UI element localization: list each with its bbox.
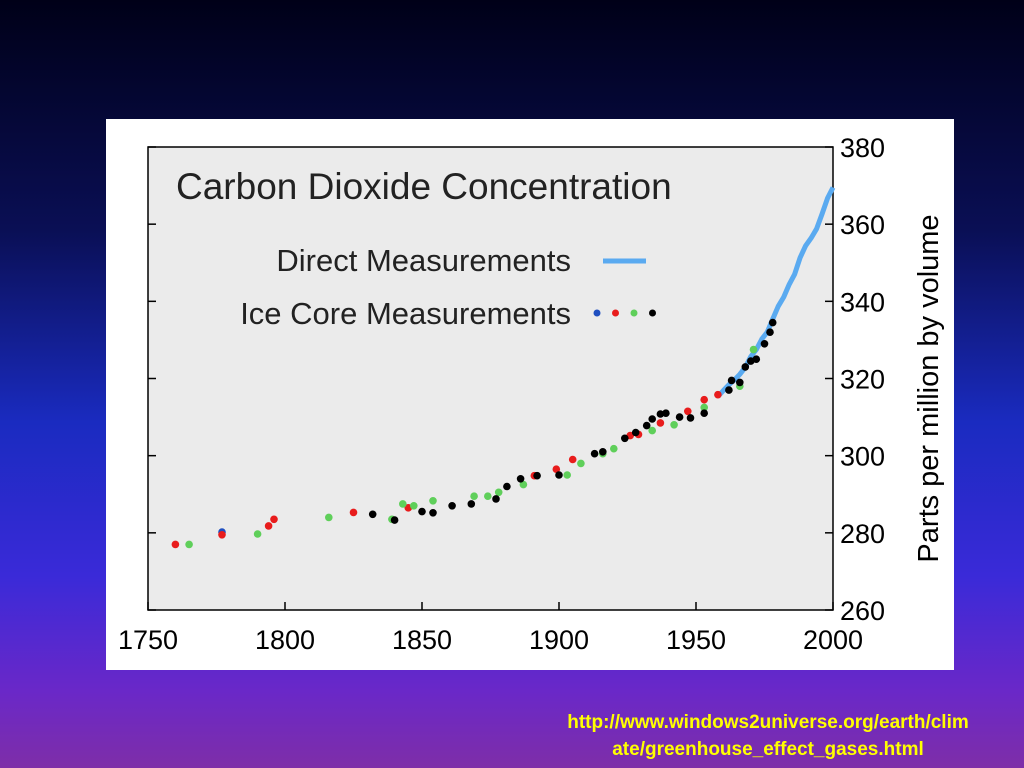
x-tick-label: 1900: [529, 625, 589, 655]
ice-core-point: [171, 540, 180, 549]
ice-core-point: [555, 471, 563, 479]
ice-core-point: [253, 530, 262, 538]
ice-core-point: [533, 471, 541, 480]
legend-swatch-icecore-dot: [612, 309, 619, 317]
ice-core-point: [714, 390, 722, 399]
ice-core-point: [470, 492, 478, 501]
y-tick-label: 380: [840, 133, 885, 163]
ice-core-point: [736, 378, 744, 387]
y-tick-label: 300: [840, 442, 885, 472]
ice-core-point: [519, 480, 528, 489]
ice-core-point: [552, 465, 561, 474]
ice-core-point: [642, 421, 651, 430]
ice-core-point: [670, 421, 678, 429]
ice-core-point: [648, 426, 656, 435]
source-url-line-1[interactable]: http://www.windows2universe.org/earth/cl…: [567, 712, 969, 733]
ice-core-point: [760, 340, 769, 348]
legend-label-direct: Direct Measurements: [276, 243, 571, 278]
x-tick-label: 1750: [118, 625, 178, 655]
ice-core-point: [610, 444, 618, 453]
ice-core-point: [599, 448, 607, 456]
ice-core-point: [270, 515, 278, 524]
ice-core-point: [563, 471, 571, 479]
ice-core-point: [568, 455, 577, 464]
x-tick-label: 1950: [666, 625, 726, 655]
direct-measurement-line: [716, 186, 836, 399]
y-tick-label: 360: [840, 210, 885, 240]
legend-swatch-icecore-dot: [593, 309, 601, 317]
ice-core-point: [494, 488, 503, 497]
ice-core-point: [349, 508, 358, 517]
legend-swatch-icecore-dot: [630, 309, 638, 317]
ice-core-point: [429, 497, 437, 505]
ice-core-point: [492, 495, 500, 503]
ice-core-point: [725, 386, 733, 394]
source-url-line-2[interactable]: ate/greenhouse_effect_gases.html: [612, 739, 924, 760]
ice-core-point: [429, 509, 437, 517]
ice-core-point: [686, 414, 695, 422]
x-tick-label: 2000: [803, 625, 863, 655]
x-tick-label: 1850: [392, 625, 452, 655]
ice-core-point: [700, 409, 708, 418]
chart-title: Carbon Dioxide Concentration: [176, 166, 672, 207]
ice-core-point: [448, 502, 456, 510]
ice-core-point: [399, 500, 407, 508]
ice-core-point: [766, 328, 774, 336]
ice-core-point: [700, 403, 708, 412]
ice-core-point: [484, 492, 492, 501]
ice-core-point: [631, 428, 640, 437]
ice-core-point: [727, 376, 736, 385]
ice-core-point: [185, 540, 193, 549]
x-tick-label: 1800: [255, 625, 315, 655]
ice-core-point: [590, 449, 599, 458]
ice-core-point: [675, 413, 684, 421]
legend-label-icecore: Ice Core Measurements: [240, 296, 571, 331]
ice-core-point: [516, 475, 525, 483]
ice-core-point: [648, 415, 656, 423]
ice-core-point: [577, 459, 585, 468]
ice-core-point: [749, 345, 758, 354]
ice-core-point: [741, 363, 750, 371]
ice-core-point: [656, 419, 665, 427]
y-tick-label: 280: [840, 519, 885, 549]
ice-core-point: [218, 531, 226, 539]
ice-core-point: [368, 510, 377, 519]
ice-core-point: [752, 355, 761, 363]
ice-core-point: [325, 513, 333, 522]
ice-core-point: [684, 407, 692, 416]
ice-core-point: [410, 502, 418, 510]
ice-core-point: [621, 434, 629, 443]
y-tick-label: 320: [840, 365, 885, 395]
chart-panel: 1750 1800 1850 1900 1950 2000 260 280 300 320 340 3…: [106, 119, 954, 670]
y-tick-label: 340: [840, 287, 885, 317]
ice-core-point: [264, 522, 273, 530]
ice-core-point: [700, 395, 708, 404]
y-tick-label: 260: [840, 596, 885, 626]
ice-core-point: [390, 516, 399, 524]
ice-core-point: [418, 507, 426, 516]
y-axis-label: Parts per million by volume: [913, 214, 945, 562]
ice-core-point: [662, 409, 670, 418]
ice-core-point: [503, 482, 511, 491]
legend-swatch-icecore-dot: [649, 309, 656, 317]
plot-area: [147, 146, 834, 611]
ice-core-point: [467, 500, 476, 508]
ice-core-point: [768, 318, 777, 327]
